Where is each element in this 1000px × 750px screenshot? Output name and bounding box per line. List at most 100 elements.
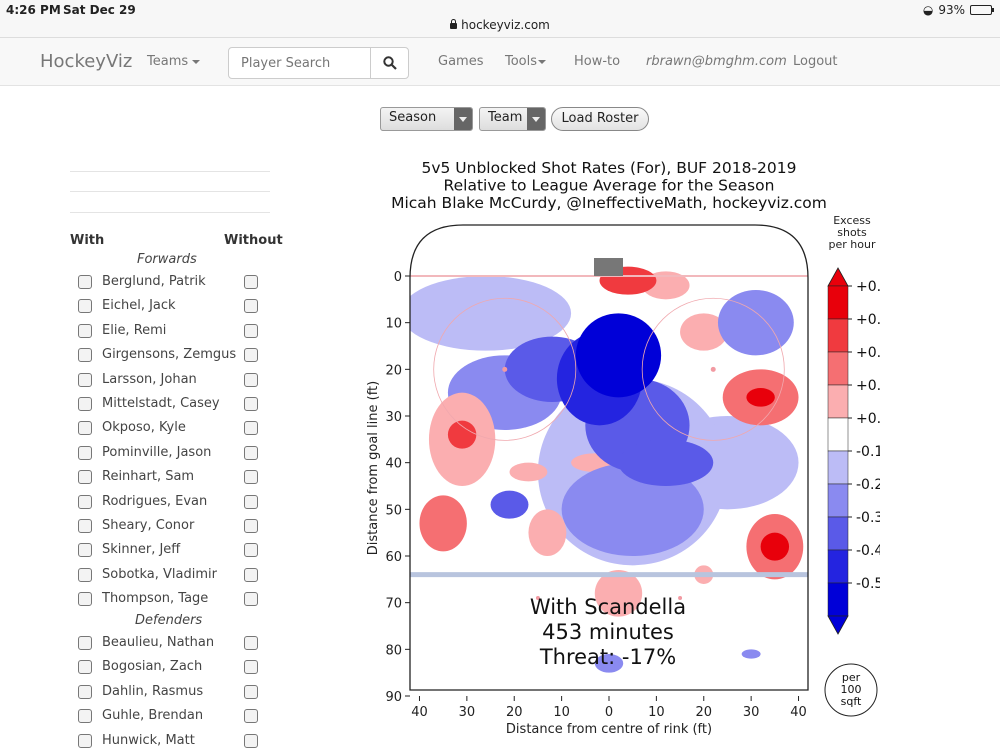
player-row: Okposo, Kyle — [78, 418, 263, 440]
without-checkbox[interactable] — [244, 421, 258, 436]
colorbar-segment — [827, 417, 849, 452]
without-checkbox[interactable] — [244, 470, 258, 485]
with-checkbox[interactable] — [78, 348, 92, 363]
heatmap-blob — [410, 276, 572, 351]
without-checkbox[interactable] — [244, 519, 258, 533]
without-checkbox[interactable] — [244, 660, 258, 675]
x-tick-label: 0 — [605, 705, 613, 720]
x-tick-label: 10 — [553, 705, 570, 720]
with-checkbox[interactable] — [78, 660, 92, 675]
url-bar[interactable]: hockeyviz.com — [0, 18, 1000, 38]
unit-label: sqft — [841, 695, 862, 708]
without-checkbox[interactable] — [244, 397, 258, 411]
player-row: Bogosian, Zach — [78, 657, 263, 679]
with-checkbox[interactable] — [78, 709, 92, 724]
with-checkbox[interactable] — [78, 299, 92, 314]
without-checkbox[interactable] — [244, 275, 258, 289]
colorbar-segment — [827, 516, 849, 551]
group-label: Forwards — [137, 252, 197, 267]
colorbar-title: Excess — [833, 214, 871, 227]
tools-dropdown[interactable]: Tools — [505, 54, 547, 69]
colorbar-label: -0.4 — [856, 543, 880, 559]
y-tick-label: 0 — [394, 270, 402, 285]
with-checkbox[interactable] — [78, 470, 92, 485]
faceoff-dot — [710, 366, 716, 372]
brand-logo[interactable]: HockeyViz — [40, 51, 133, 72]
without-checkbox[interactable] — [244, 567, 258, 582]
without-checkbox[interactable] — [244, 592, 258, 607]
with-checkbox[interactable] — [78, 275, 92, 289]
y-tick-label: 50 — [385, 503, 402, 518]
player-name: Thompson, Tage — [102, 591, 209, 607]
player-row: Hunwick, Matt — [78, 731, 263, 750]
season-select[interactable]: Season — [380, 107, 473, 131]
without-checkbox[interactable] — [244, 445, 258, 460]
with-checkbox[interactable] — [78, 397, 92, 411]
with-checkbox[interactable] — [78, 733, 92, 748]
without-checkbox[interactable] — [244, 372, 258, 387]
y-tick-label: 20 — [385, 363, 402, 378]
dropdown-arrow-icon — [527, 108, 545, 130]
with-checkbox[interactable] — [78, 421, 92, 436]
chart-annotation: Threat: -17% — [539, 645, 676, 669]
colorbar-label: -0.5 — [856, 576, 880, 592]
team-select[interactable]: Team — [479, 107, 546, 131]
with-checkbox[interactable] — [78, 372, 92, 387]
load-roster-button[interactable]: Load Roster — [551, 107, 649, 131]
teams-dropdown[interactable]: Teams — [147, 54, 201, 69]
player-name: Rodrigues, Evan — [102, 493, 208, 509]
colorbar-segment — [827, 318, 849, 353]
nav-howto[interactable]: How-to — [574, 54, 621, 69]
user-email[interactable]: rbrawn@bmghm.com — [646, 54, 787, 69]
without-checkbox[interactable] — [244, 709, 258, 724]
player-row: Beaulieu, Nathan — [78, 633, 263, 655]
neutral-dot — [678, 596, 683, 600]
without-checkbox[interactable] — [244, 733, 258, 748]
without-checkbox[interactable] — [244, 636, 258, 650]
nav-games[interactable]: Games — [438, 54, 484, 69]
status-right: ◒ 93% — [923, 3, 994, 17]
player-name: Okposo, Kyle — [102, 420, 186, 436]
with-checkbox[interactable] — [78, 636, 92, 650]
nav-logout[interactable]: Logout — [793, 54, 838, 69]
player-row: Thompson, Tage — [78, 589, 263, 611]
chart-title-line: Relative to League Average for the Seaso… — [444, 177, 775, 195]
with-checkbox[interactable] — [78, 567, 92, 582]
without-header: Without — [224, 233, 283, 248]
y-tick-label: 80 — [385, 643, 402, 658]
without-checkbox[interactable] — [244, 684, 258, 699]
y-tick-label: 60 — [385, 550, 402, 565]
battery-percent: 93% — [938, 3, 965, 17]
with-checkbox[interactable] — [78, 543, 92, 558]
search-button[interactable] — [370, 47, 409, 79]
player-search-input[interactable] — [228, 47, 372, 79]
with-checkbox[interactable] — [78, 592, 92, 607]
with-checkbox[interactable] — [78, 494, 92, 509]
player-row: Reinhart, Sam — [78, 467, 263, 489]
player-row: Skinner, Jeff — [78, 540, 263, 562]
with-checkbox[interactable] — [78, 445, 92, 460]
with-checkbox[interactable] — [78, 519, 92, 533]
x-tick-label: 30 — [743, 705, 760, 720]
player-row: Girgensons, Zemgus — [78, 345, 263, 367]
navbar: HockeyViz Teams Games Tools How-to rbraw… — [0, 38, 1000, 86]
faceoff-circle — [641, 297, 785, 441]
colorbar-label: -0.3 — [856, 510, 880, 526]
heatmap-blob — [528, 509, 567, 556]
without-checkbox[interactable] — [244, 348, 258, 363]
y-axis-label: Distance from goal line (ft) — [366, 381, 381, 555]
with-checkbox[interactable] — [78, 323, 92, 338]
player-row: Guhle, Brendan — [78, 706, 263, 728]
without-checkbox[interactable] — [244, 323, 258, 338]
dropdown-arrow-icon — [454, 108, 472, 130]
without-checkbox[interactable] — [244, 543, 258, 558]
colorbar-label: -0.1 — [856, 444, 880, 460]
colorbar-label: +0.2 — [856, 378, 880, 394]
without-checkbox[interactable] — [244, 494, 258, 509]
with-checkbox[interactable] — [78, 684, 92, 699]
without-checkbox[interactable] — [244, 299, 258, 314]
heatmap-blob — [490, 490, 529, 519]
player-row: Elie, Remi — [78, 321, 263, 343]
heatmap-blob — [575, 313, 662, 398]
heatmap-blob — [561, 462, 704, 556]
